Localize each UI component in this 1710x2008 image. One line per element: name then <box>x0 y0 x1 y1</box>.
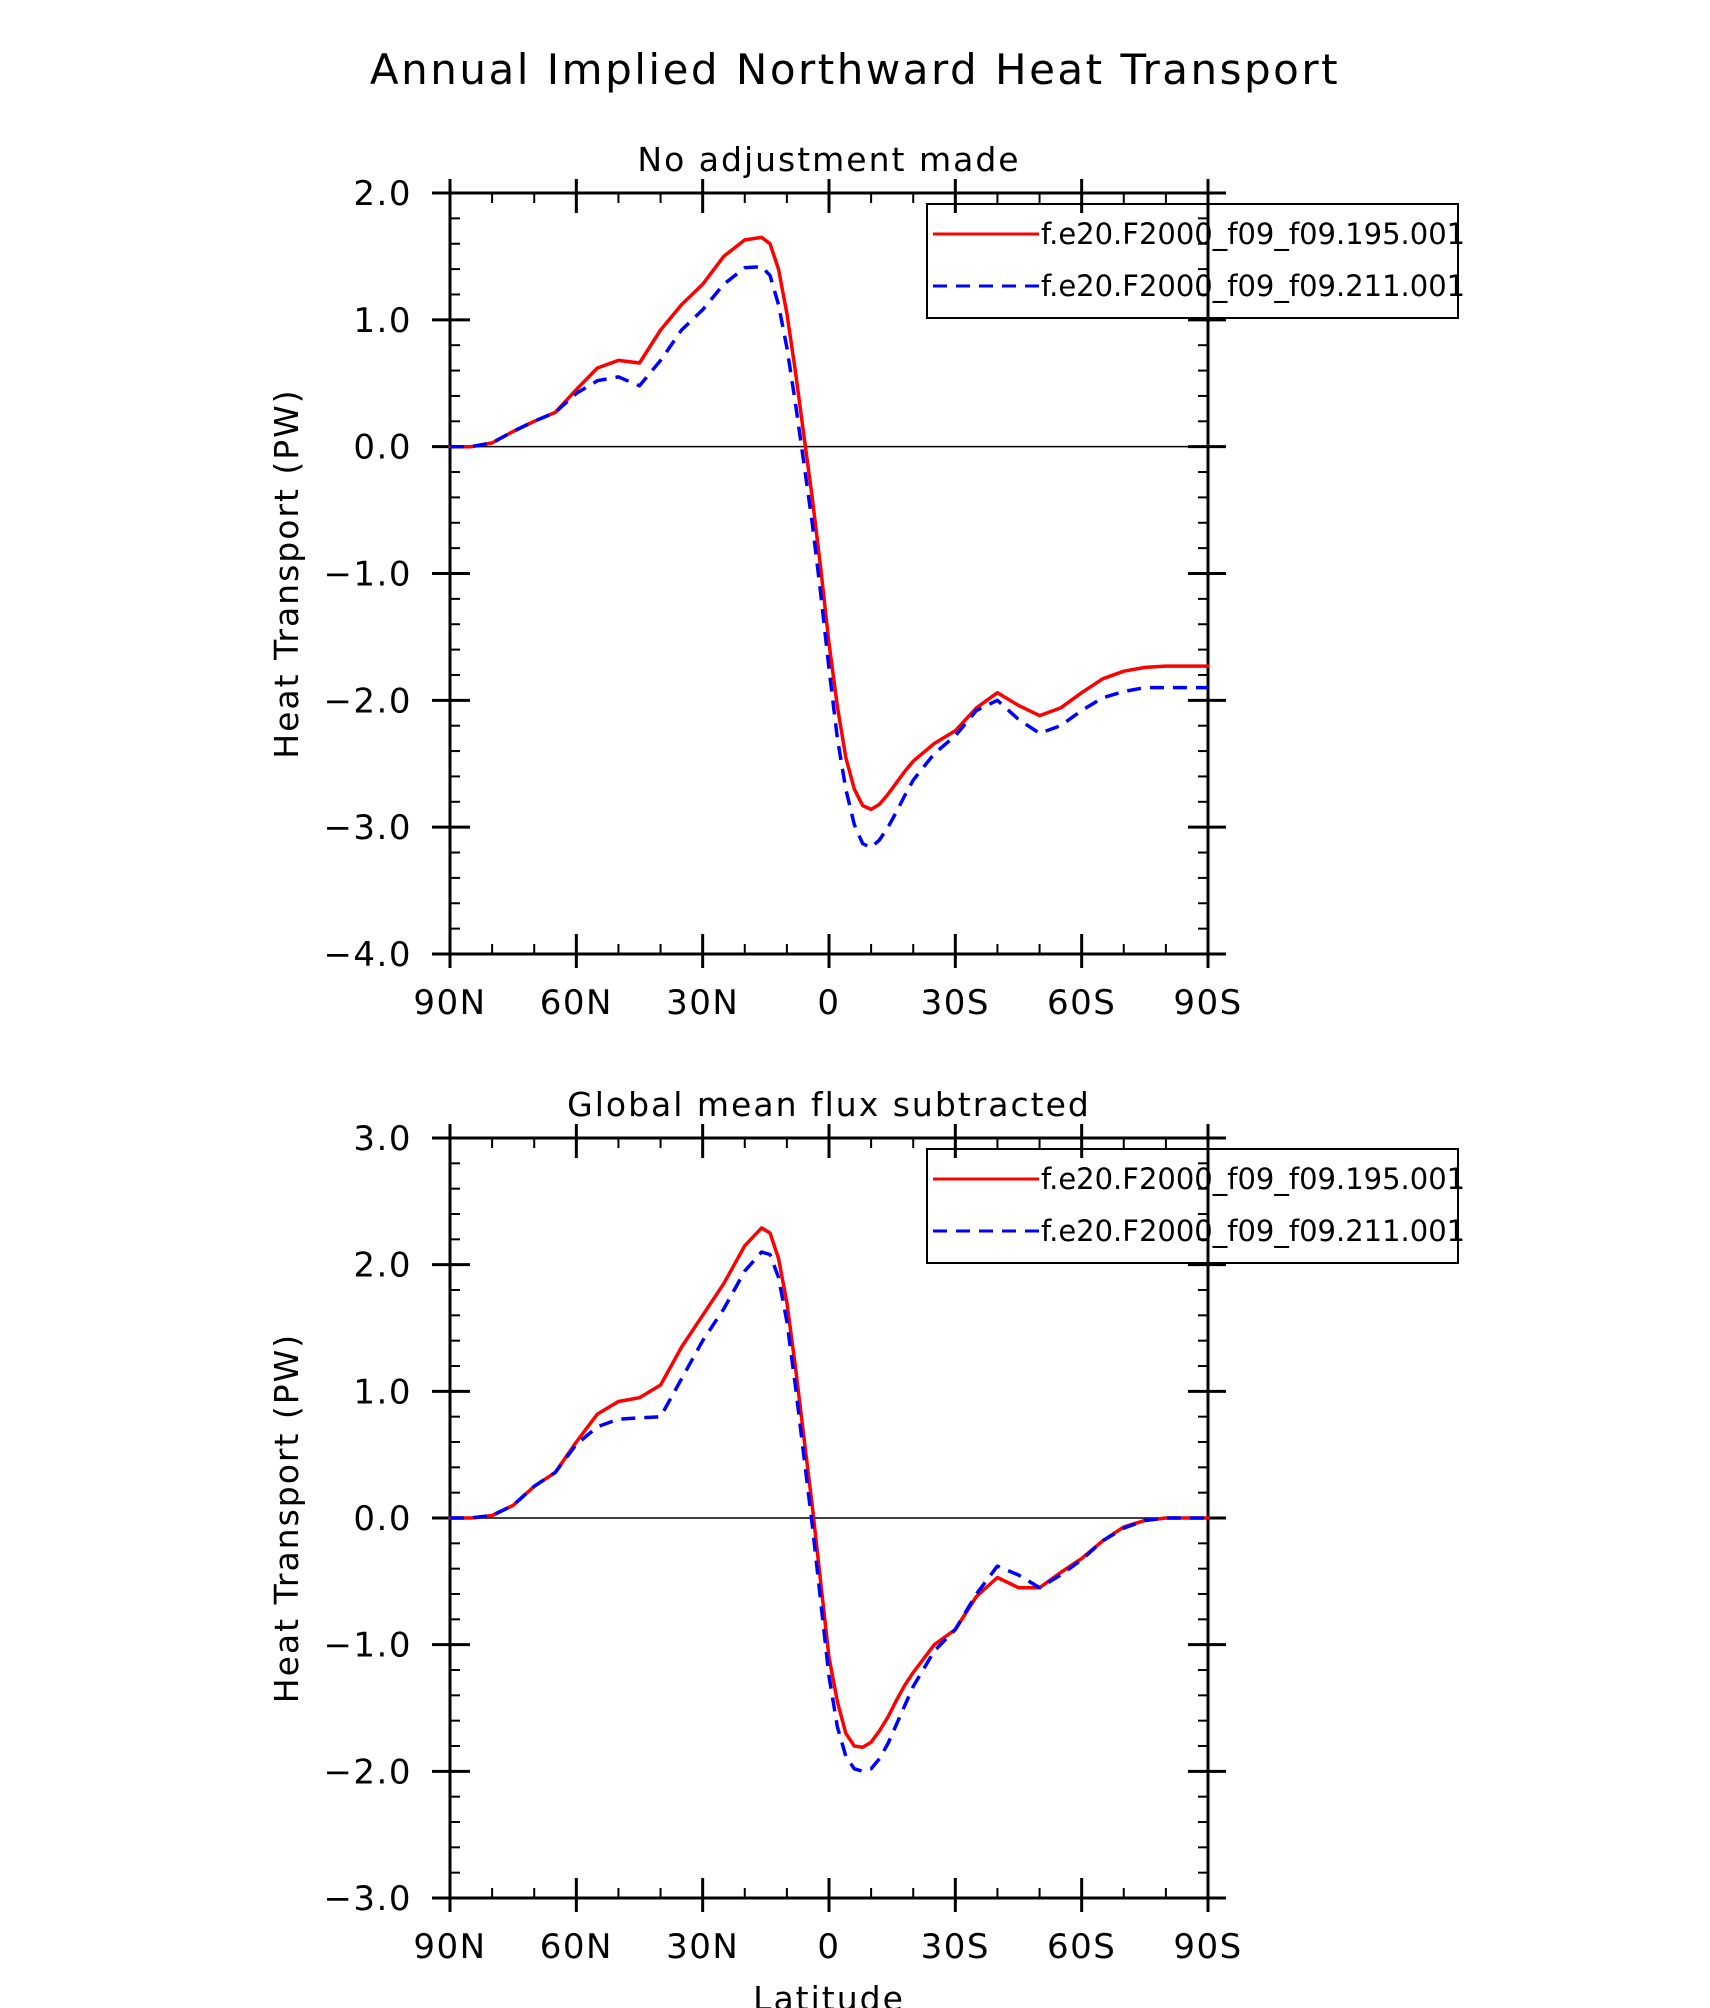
y-axis-label: Heat Transport (PW) <box>267 1333 306 1703</box>
y-axis-label: Heat Transport (PW) <box>267 388 306 758</box>
legend-box <box>926 203 1459 319</box>
y-tick-label: −2.0 <box>323 1752 412 1792</box>
x-tick-label: 30S <box>921 1927 990 1967</box>
y-tick-label: 0.0 <box>353 428 412 468</box>
x-tick-label: 60N <box>540 1927 613 1967</box>
y-tick-label: 2.0 <box>353 174 412 214</box>
y-tick-label: 1.0 <box>353 1372 412 1412</box>
x-tick-label: 0 <box>817 1927 840 1967</box>
legend-box <box>926 1148 1459 1264</box>
series-line-2 <box>450 1250 1208 1774</box>
x-tick-label: 90S <box>1173 983 1242 1023</box>
x-tick-label: 60S <box>1047 983 1116 1023</box>
y-tick-label: −2.0 <box>323 681 412 721</box>
x-tick-label: 30N <box>666 1927 739 1967</box>
x-tick-label: 0 <box>817 983 840 1023</box>
series-line-1 <box>448 235 1210 812</box>
y-tick-label: 2.0 <box>353 1246 412 1286</box>
x-axis-label: Latitude <box>753 1979 905 2008</box>
y-tick-label: −4.0 <box>323 935 412 975</box>
y-tick-label: −1.0 <box>323 1626 412 1666</box>
y-tick-label: −1.0 <box>323 555 412 595</box>
chart-panel-bottom: Global mean flux subtracted 90N 60N 30N 0 30S… <box>267 1085 1465 2008</box>
y-tick-label: 3.0 <box>353 1119 412 1159</box>
y-tick-label: 0.0 <box>353 1499 412 1539</box>
y-tick-label: 1.0 <box>353 301 412 341</box>
legend-label-2: f.e20.F2000_f09_f09.211.001 <box>1041 1214 1465 1248</box>
series-line-1 <box>448 1226 1210 1750</box>
x-tick-label: 90S <box>1173 1927 1242 1967</box>
legend-label-1: f.e20.F2000_f09_f09.195.001 <box>1041 1162 1465 1196</box>
x-tick-label: 90N <box>413 1927 486 1967</box>
figure-title: Annual Implied Northward Heat Transport <box>370 45 1340 94</box>
chart-panel-top: No adjustment made 90N 60N 30N 0 30S 60S 90S 2.0… <box>267 140 1465 1023</box>
legend-label-1: f.e20.F2000_f09_f09.195.001 <box>1041 217 1465 251</box>
subplot-title: No adjustment made <box>637 140 1020 179</box>
x-tick-label: 30N <box>666 983 739 1023</box>
y-tick-label: −3.0 <box>323 1879 412 1919</box>
x-tick-label: 30S <box>921 983 990 1023</box>
x-tick-label: 60N <box>540 983 613 1023</box>
subplot-title: Global mean flux subtracted <box>567 1085 1091 1124</box>
y-tick-label: −3.0 <box>323 808 412 848</box>
legend-label-2: f.e20.F2000_f09_f09.211.001 <box>1041 269 1465 303</box>
x-tick-label: 90N <box>413 983 486 1023</box>
x-tick-label: 60S <box>1047 1927 1116 1967</box>
series-line-2 <box>450 264 1208 850</box>
